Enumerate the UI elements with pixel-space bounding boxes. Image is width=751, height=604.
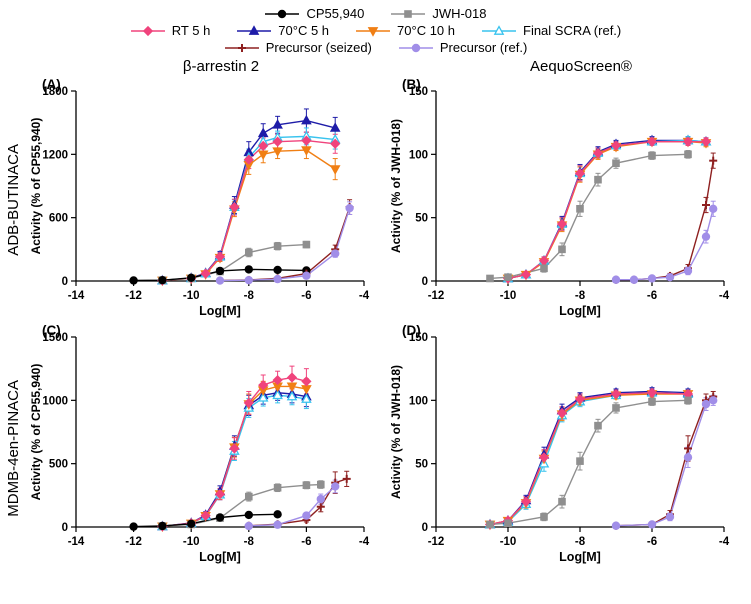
legend-row: Precursor (seized) Precursor (ref.): [211, 39, 541, 56]
panel-letter-d: (D): [402, 323, 421, 338]
legend-label: JWH-018: [432, 6, 487, 21]
svg-text:-12: -12: [428, 290, 445, 302]
plot-c-beta-arrestin: -14 -12 -10 -8 -6 -4 0 500 1000 1500 Log[M] Activit…: [29, 332, 370, 564]
legend-label: Final SCRA (ref.): [523, 23, 622, 38]
column-title-aequoscreen: AequoScreen®: [530, 58, 632, 75]
svg-text:-8: -8: [575, 536, 586, 548]
svg-text:50: 50: [415, 213, 428, 225]
svg-text:-12: -12: [428, 536, 445, 548]
legend-label: RT 5 h: [171, 23, 211, 38]
legend-label: 70°C 5 h: [278, 23, 330, 38]
svg-text:500: 500: [49, 459, 68, 471]
svg-text:-6: -6: [647, 536, 657, 548]
svg-text:-10: -10: [183, 290, 200, 302]
svg-text:-10: -10: [500, 536, 517, 548]
legend-plus-icon: [224, 43, 259, 52]
svg-text:600: 600: [49, 213, 68, 225]
legend-item: JWH-018: [390, 6, 487, 21]
svg-text:0: 0: [62, 522, 68, 534]
svg-text:0: 0: [62, 276, 68, 288]
svg-text:100: 100: [409, 395, 428, 407]
plot-a-beta-arrestin: -14 -12 -10 -8 -6 -4 0 600 1200 1800 Log[M] Activit…: [29, 86, 370, 318]
svg-text:Log[M]: Log[M]: [199, 304, 241, 318]
svg-text:150: 150: [409, 86, 428, 98]
row-label-mdmb-4en-pinaca: MDMB-4en-PINACA: [4, 379, 22, 517]
legend-square-icon: [391, 9, 426, 18]
legend-circle-icon: [398, 43, 433, 52]
svg-text:-8: -8: [244, 290, 255, 302]
legend-triangle-down-icon: [356, 26, 391, 37]
svg-text:-12: -12: [125, 536, 142, 548]
svg-text:Activity (% of JWH-018): Activity (% of JWH-018): [389, 365, 403, 499]
legend-row: RT 5 h 70°C 5 h 70°C 10 h Final SCRA (ref.): [117, 22, 635, 39]
legend-item: Final SCRA (ref.): [481, 23, 621, 38]
svg-text:1800: 1800: [42, 86, 68, 98]
legend-label: CP55,940: [306, 6, 365, 21]
svg-text:0: 0: [422, 522, 428, 534]
svg-text:1200: 1200: [42, 149, 68, 161]
svg-text:1000: 1000: [42, 395, 68, 407]
legend-item: Precursor (ref.): [398, 40, 527, 55]
svg-text:-8: -8: [244, 536, 255, 548]
plot-b-aequoscreen: -12 -10 -8 -6 -4 0 50 100 150 Log[M] Activity (% o…: [389, 86, 730, 318]
svg-text:-6: -6: [647, 290, 657, 302]
svg-text:-12: -12: [125, 290, 142, 302]
legend-triangle-up-icon: [482, 24, 516, 35]
svg-text:0: 0: [422, 276, 428, 288]
legend-label: Precursor (seized): [265, 40, 372, 55]
svg-text:-6: -6: [301, 536, 311, 548]
svg-text:-6: -6: [301, 290, 311, 302]
svg-text:Activity (% of JWH-018): Activity (% of JWH-018): [389, 119, 403, 253]
svg-text:-10: -10: [183, 536, 200, 548]
row-label-cell-bottom: MDMB-4en-PINACA: [0, 323, 26, 573]
row-label-cell-top: ADB-BUTINACA: [0, 77, 26, 323]
svg-text:100: 100: [409, 149, 428, 161]
panel-c: (C) -14 -12 -10 -8 -6 -4 0 500 1000 1500 Log[M] Act…: [26, 323, 386, 573]
svg-text:-8: -8: [575, 290, 586, 302]
legend-circle-icon: [265, 9, 300, 18]
column-titles: β-arrestin 2 AequoScreen®: [26, 58, 751, 75]
svg-text:Log[M]: Log[M]: [559, 304, 601, 318]
legend-label: 70°C 10 h: [397, 23, 455, 38]
legend-label: Precursor (ref.): [439, 40, 528, 55]
legend-item: 70°C 5 h: [236, 23, 329, 38]
svg-text:-4: -4: [359, 536, 370, 548]
svg-text:-14: -14: [68, 536, 85, 548]
svg-text:50: 50: [415, 459, 428, 471]
svg-text:150: 150: [409, 332, 428, 344]
panel-letter-a: (A): [42, 77, 61, 92]
svg-text:-4: -4: [719, 536, 730, 548]
panel-b: (B) -12 -10 -8 -6 -4 0 50 100 150 Log[M] Activity …: [386, 77, 746, 323]
svg-text:1500: 1500: [42, 332, 68, 344]
panel-grid: ADB-BUTINACA (A) -14 -12 -10 -8 -6 -4 0 600 1200…: [0, 77, 751, 573]
column-title-beta-arrestin: β-arrestin 2: [182, 58, 260, 75]
legend-item: CP55,940: [264, 6, 364, 21]
svg-text:Log[M]: Log[M]: [559, 550, 601, 564]
plot-d-aequoscreen: -12 -10 -8 -6 -4 0 50 100 150 Log[M] Activity (% o…: [389, 332, 730, 564]
row-label-adb-butinaca: ADB-BUTINACA: [4, 144, 22, 256]
legend-item: RT 5 h: [130, 23, 211, 38]
panel-a: (A) -14 -12 -10 -8 -6 -4 0 600 1200 1800 Log[M] Act…: [26, 77, 386, 323]
legend-item: Precursor (seized): [224, 40, 372, 55]
panel-letter-b: (B): [402, 77, 421, 92]
chart-legend: CP55,940 JWH-018 RT 5 h 70°C 5 h 70°C 10 h Fi…: [0, 0, 751, 56]
svg-text:Activity (% of CP55,940): Activity (% of CP55,940): [29, 364, 43, 501]
panel-d: (D) -12 -10 -8 -6 -4 0 50 100 150 Log[M] Activity …: [386, 323, 746, 573]
svg-text:Activity (% of CP55,940): Activity (% of CP55,940): [29, 118, 43, 255]
svg-text:-14: -14: [68, 290, 85, 302]
svg-text:-10: -10: [500, 290, 517, 302]
panel-letter-c: (C): [42, 323, 61, 338]
svg-text:-4: -4: [359, 290, 370, 302]
svg-text:Log[M]: Log[M]: [199, 550, 241, 564]
svg-text:-4: -4: [719, 290, 730, 302]
legend-diamond-icon: [130, 25, 165, 36]
legend-triangle-up-icon: [237, 24, 272, 35]
legend-row: CP55,940 JWH-018: [251, 5, 499, 22]
legend-item: 70°C 10 h: [355, 23, 455, 38]
